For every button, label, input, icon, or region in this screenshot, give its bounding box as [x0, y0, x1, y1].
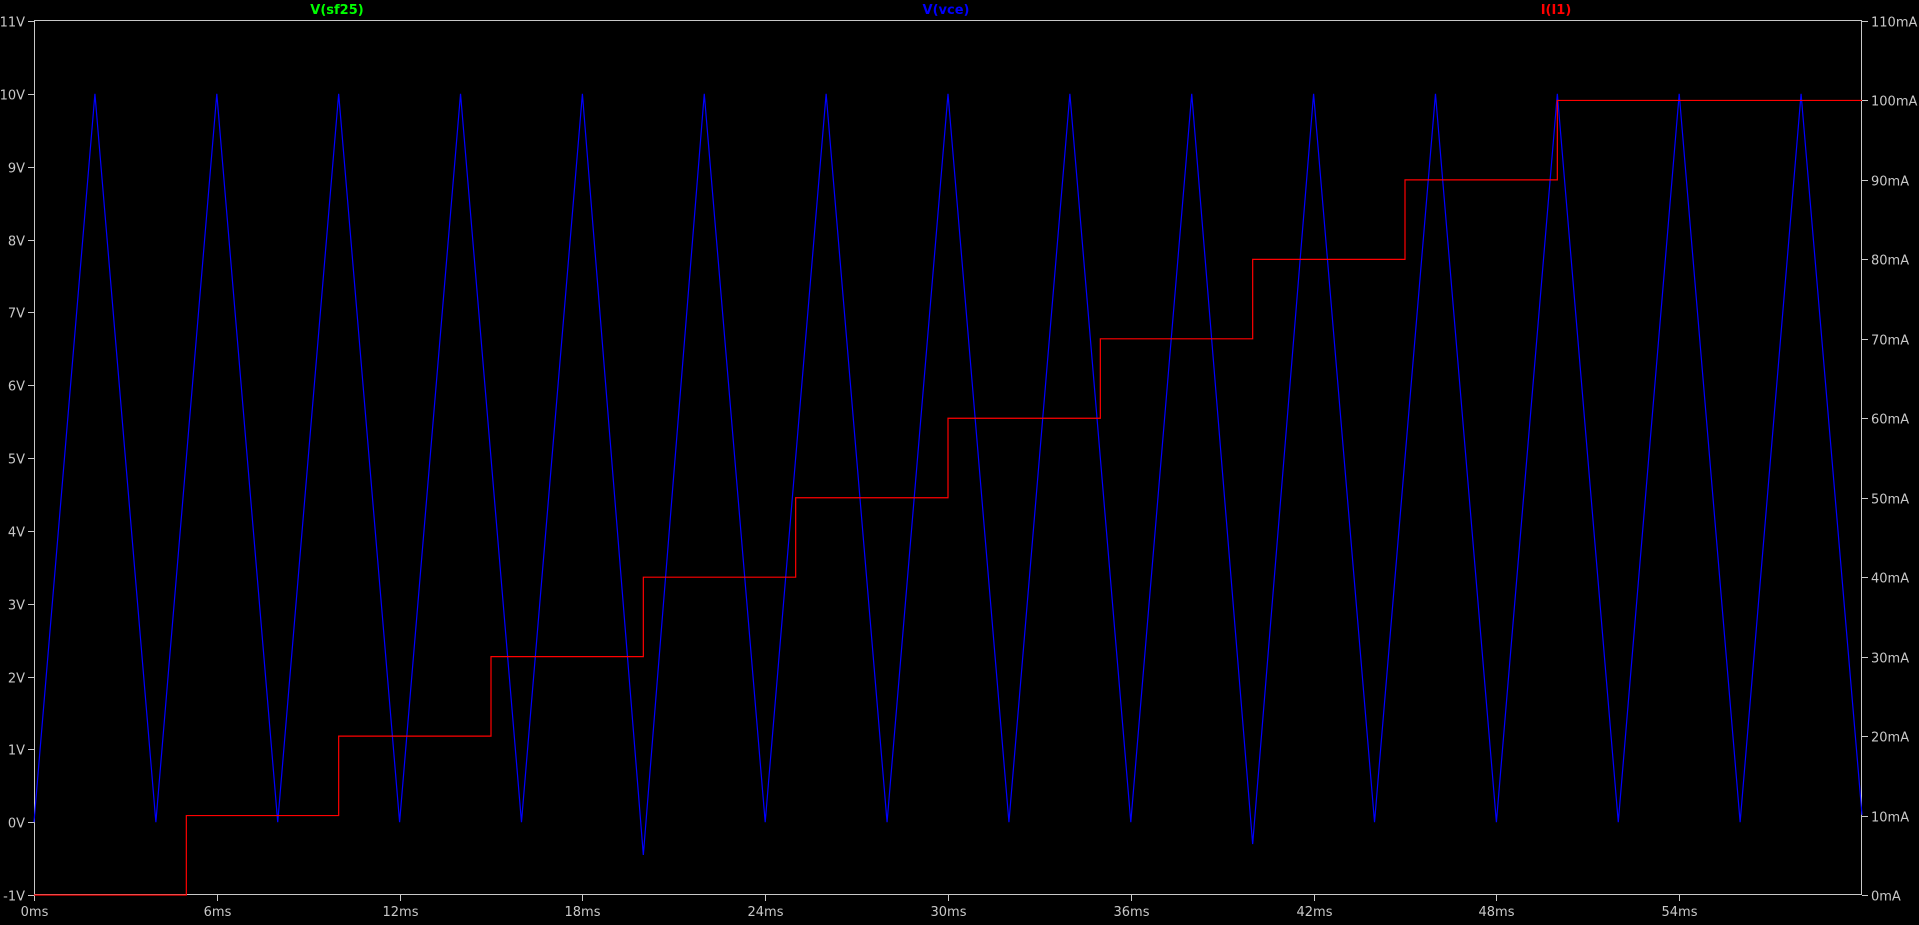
x-tick-label: 6ms [204, 905, 232, 920]
x-tick-label: 36ms [1114, 905, 1150, 920]
right-tick-label: 80mA [1871, 254, 1909, 269]
right-tick-label: 100mA [1871, 95, 1917, 110]
series-line-v-vce [33, 93, 1863, 855]
x-tick-label: 24ms [748, 905, 784, 920]
series-layer [33, 93, 1863, 896]
left-tick-label: 6V [8, 380, 25, 395]
x-tick-label: 48ms [1479, 905, 1515, 920]
series-line-i-i1 [34, 99, 1862, 896]
left-tick-label: 2V [8, 672, 25, 687]
x-tick-label: 54ms [1662, 905, 1698, 920]
right-tick-label: 70mA [1871, 334, 1909, 349]
left-tick-label: 1V [8, 744, 25, 759]
x-tick-label: 42ms [1297, 905, 1333, 920]
x-tick-label: 0ms [21, 905, 49, 920]
x-tick-label: 18ms [565, 905, 601, 920]
series-label-v-sf25[interactable]: V(sf25) [310, 3, 363, 18]
left-tick-label: 10V [0, 89, 25, 104]
left-tick-label: 9V [8, 162, 25, 177]
right-tick-label: 30mA [1871, 652, 1909, 667]
left-tick-label: 11V [0, 16, 25, 31]
right-tick-label: 0mA [1871, 890, 1901, 905]
left-axis: -1V 0V 1V 2V 3V 4V 5V 6V 7V 8V 9V 10V 11V [0, 16, 34, 905]
left-tick-label: 4V [8, 526, 25, 541]
x-axis: 0ms 6ms 12ms 18ms 24ms 30ms 36ms 42ms 48ms 54ms [21, 895, 1698, 920]
left-tick-label: 8V [8, 235, 25, 250]
right-axis: 0mA 10mA 20mA 30mA 40mA 50mA 60mA 70mA 80mA 90mA 1… [1862, 16, 1917, 905]
right-tick-label: 110mA [1871, 16, 1917, 31]
left-tick-label: 3V [8, 599, 25, 614]
right-tick-label: 10mA [1871, 811, 1909, 826]
right-tick-label: 90mA [1871, 175, 1909, 190]
series-label-v-vce[interactable]: V(vce) [923, 3, 970, 18]
x-tick-label: 12ms [383, 905, 419, 920]
series-label-i-i1[interactable]: I(I1) [1541, 3, 1572, 18]
left-tick-label: 0V [8, 817, 25, 832]
plot-frame [34, 20, 1862, 895]
right-tick-label: 20mA [1871, 731, 1909, 746]
left-tick-label: 7V [8, 307, 25, 322]
right-tick-label: 60mA [1871, 413, 1909, 428]
left-tick-label: 5V [8, 453, 25, 468]
x-tick-label: 30ms [931, 905, 967, 920]
right-tick-label: 40mA [1871, 572, 1909, 587]
right-tick-label: 50mA [1871, 493, 1909, 508]
left-tick-label: -1V [3, 890, 25, 905]
